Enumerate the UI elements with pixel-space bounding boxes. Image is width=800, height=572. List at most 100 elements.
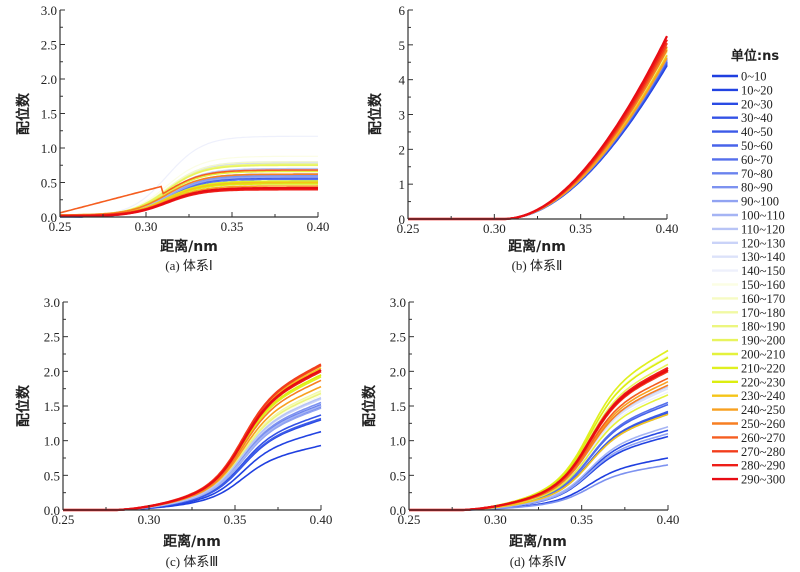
panel-c-x-tick-label: 0.35: [224, 512, 247, 527]
legend-item: 30~40: [712, 111, 773, 125]
panel-b-series-200~210: [408, 48, 668, 220]
legend-label: 40~50: [741, 125, 773, 139]
panel-b-y-tick-label: 5: [399, 38, 406, 53]
panel-a-xlabel: 距离/nm: [160, 238, 218, 255]
legend-item: 120~130: [712, 236, 785, 250]
panel-b-series-210~220: [408, 47, 668, 220]
legend-label: 230~240: [741, 389, 785, 403]
panel-b-series-20~30: [408, 63, 668, 220]
panel-b-series-40~50: [408, 61, 668, 220]
legend-label: 80~90: [741, 181, 773, 195]
panel-a-y-tick-label: 2.0: [41, 72, 57, 87]
legend-item: 160~170: [712, 292, 785, 306]
panel-b-series-70~80: [408, 59, 668, 220]
panel-b-series-150~160: [408, 53, 668, 220]
panel-b-series-0~10: [408, 65, 668, 220]
panel-c-series-220~230: [63, 374, 322, 511]
panel-d-y-tick-label: 3.0: [390, 295, 406, 310]
legend-label: 130~140: [741, 250, 785, 264]
panel-b-series-230~240: [408, 54, 668, 220]
panel-c-series-240~250: [63, 385, 322, 511]
legend: 单位:ns 0~1010~2020~3030~4040~5050~6060~70…: [712, 48, 785, 487]
panel-b-series-30~40: [408, 62, 668, 220]
legend-item: 130~140: [712, 250, 785, 264]
panel-c-x-tick-label: 0.30: [138, 512, 161, 527]
panel-a-x-tick-label: 0.30: [135, 219, 158, 234]
panel-a: 0.25 0.30 0.35 0.40 0.0 0.5 1.0 1.5 2.0 2.5 3.0 距离…: [15, 3, 329, 273]
legend-item: 260~270: [712, 431, 785, 445]
legend-item: 20~30: [712, 97, 773, 111]
panel-d-y-tick-label: 2.0: [390, 364, 406, 379]
legend-item: 60~70: [712, 153, 773, 167]
panel-d-axes: 0.25 0.30 0.35 0.40 0.0 0.5 1.0 1.5 2.0 2.5 3.0: [390, 295, 680, 527]
legend-label: 180~190: [741, 320, 785, 334]
legend-label: 210~220: [741, 361, 785, 375]
legend-label: 190~200: [741, 334, 785, 348]
legend-label: 70~80: [741, 167, 773, 181]
panel-c-y-tick-label: 3.0: [44, 295, 60, 310]
panel-b-series-160~170: [408, 52, 668, 220]
panel-a-y-tick-label: 1.0: [41, 141, 57, 156]
panel-b-series-10~20: [408, 64, 668, 220]
legend-label: 220~230: [741, 375, 785, 389]
panel-c-x-tick-label: 0.25: [52, 512, 75, 527]
panel-c-ylabel: 配位数: [15, 384, 32, 427]
panel-b-ylabel: 配位数: [367, 92, 384, 135]
legend-item: 100~110: [712, 209, 785, 223]
panel-d-y-tick-label: 0.0: [390, 503, 406, 518]
legend-item: 70~80: [712, 167, 773, 181]
panel-b-x-tick-label: 0.25: [397, 221, 420, 236]
legend-item: 170~180: [712, 306, 785, 320]
legend-item: 40~50: [712, 125, 773, 139]
panel-b-series-100~110: [408, 56, 668, 220]
panel-d-y-tick-label: 0.5: [390, 468, 406, 483]
legend-item: 250~260: [712, 417, 785, 431]
legend-label: 90~100: [741, 195, 779, 209]
panel-d-series-190~200: [409, 363, 669, 511]
panel-a-y-tick-label: 0.5: [41, 176, 57, 191]
legend-label: 290~300: [741, 473, 785, 487]
panel-a-curves: [59, 135, 319, 218]
panel-c-y-tick-label: 0.5: [44, 468, 60, 483]
panel-c-xlabel: 距离/nm: [163, 533, 221, 550]
panel-b-series-250~260: [408, 49, 668, 220]
legend-label: 170~180: [741, 306, 785, 320]
panel-b-series-240~250: [408, 57, 668, 220]
panel-b-x-tick-label: 0.30: [483, 221, 506, 236]
panel-a-series-260~270: [59, 169, 318, 214]
panel-b-series-170~180: [408, 51, 668, 220]
panel-b-series-180~190: [408, 50, 668, 220]
panel-b-series-60~70: [408, 60, 668, 220]
panel-b-series-270~280: [408, 42, 668, 221]
panel-b-y-tick-label: 1: [399, 177, 406, 192]
panel-b-y-tick-label: 6: [399, 3, 406, 18]
panel-c-series-270~280: [63, 363, 322, 512]
panel-c-y-tick-label: 1.0: [44, 434, 60, 449]
panel-d-series-260~270: [409, 377, 669, 511]
legend-label: 200~210: [741, 348, 785, 362]
legend-label: 30~40: [741, 111, 773, 125]
panel-b-series-220~230: [408, 46, 668, 220]
panel-a-y-tick-label: 1.5: [41, 107, 57, 122]
legend-label: 60~70: [741, 153, 773, 167]
panel-d: 0.25 0.30 0.35 0.40 0.0 0.5 1.0 1.5 2.0 2.5 3.0 距离…: [361, 295, 679, 569]
legend-items: 0~1010~2020~3030~4040~5050~6060~7070~808…: [712, 70, 785, 487]
legend-item: 150~160: [712, 278, 785, 292]
panel-b-curves: [408, 35, 668, 221]
panel-b-axes: 0.25 0.30 0.35 0.40 0 1 2 3 4 5 6: [397, 3, 679, 236]
panel-c-y-tick-label: 2.0: [44, 364, 60, 379]
panel-b-series-280~290: [408, 39, 668, 221]
panel-b-x-tick-label: 0.35: [569, 221, 592, 236]
panel-a-ylabel: 配位数: [15, 92, 32, 135]
legend-item: 140~150: [712, 264, 785, 278]
panel-d-series-280~290: [409, 366, 669, 512]
legend-label: 250~260: [741, 417, 785, 431]
legend-item: 50~60: [712, 139, 773, 153]
panel-b-xlabel: 距离/nm: [508, 238, 566, 255]
panel-b-series-260~270: [408, 46, 668, 220]
panel-d-series-160~170: [409, 355, 669, 511]
panel-b-x-tick-label: 0.40: [656, 221, 679, 236]
legend-item: 220~230: [712, 375, 785, 389]
panel-a-y-tick-label: 2.5: [41, 38, 57, 53]
panel-c-y-tick-label: 1.5: [44, 399, 60, 414]
